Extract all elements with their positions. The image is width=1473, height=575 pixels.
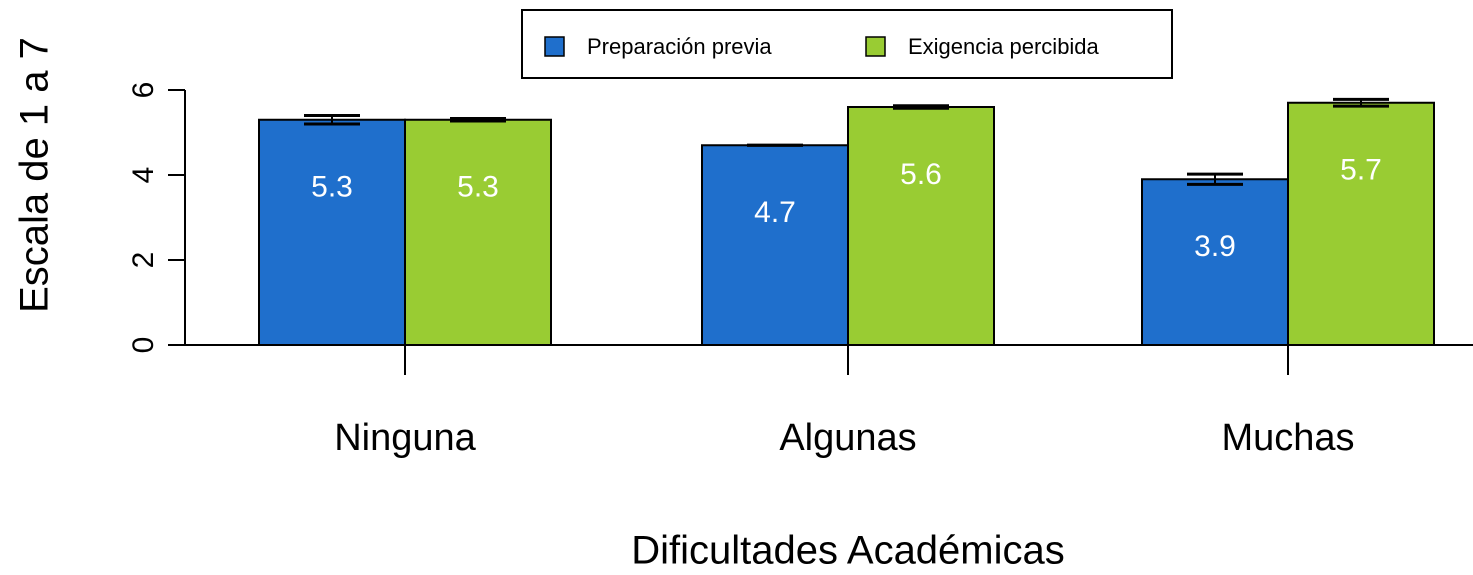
value-label: 5.3 [457, 171, 499, 204]
bar [258, 118, 406, 346]
legend-swatch [865, 36, 886, 57]
legend-swatch [544, 36, 565, 57]
value-label: 4.7 [754, 196, 796, 229]
bar [847, 106, 995, 346]
y-axis-title: Escala de 1 a 7 [13, 37, 57, 313]
value-label: 5.3 [311, 171, 353, 204]
value-label: 5.7 [1340, 154, 1382, 187]
value-label: 3.9 [1194, 230, 1236, 263]
x-axis-title: Dificultades Académicas [631, 529, 1065, 573]
value-label: 5.6 [900, 158, 942, 191]
bar [1287, 101, 1435, 346]
legend-label: Preparación previa [587, 34, 772, 59]
x-tick-label: Algunas [779, 417, 916, 459]
bar [701, 144, 849, 346]
bar [1141, 178, 1289, 346]
y-tick-label: 2 [127, 252, 160, 269]
x-tick-label: Ninguna [334, 417, 476, 459]
legend-box [521, 9, 1173, 79]
x-tick-label: Muchas [1221, 417, 1354, 459]
y-tick-label: 0 [127, 337, 160, 354]
legend-label: Exigencia percibida [908, 34, 1100, 59]
y-tick-label: 4 [127, 167, 160, 184]
y-tick-label: 6 [127, 82, 160, 99]
bar [404, 118, 552, 346]
